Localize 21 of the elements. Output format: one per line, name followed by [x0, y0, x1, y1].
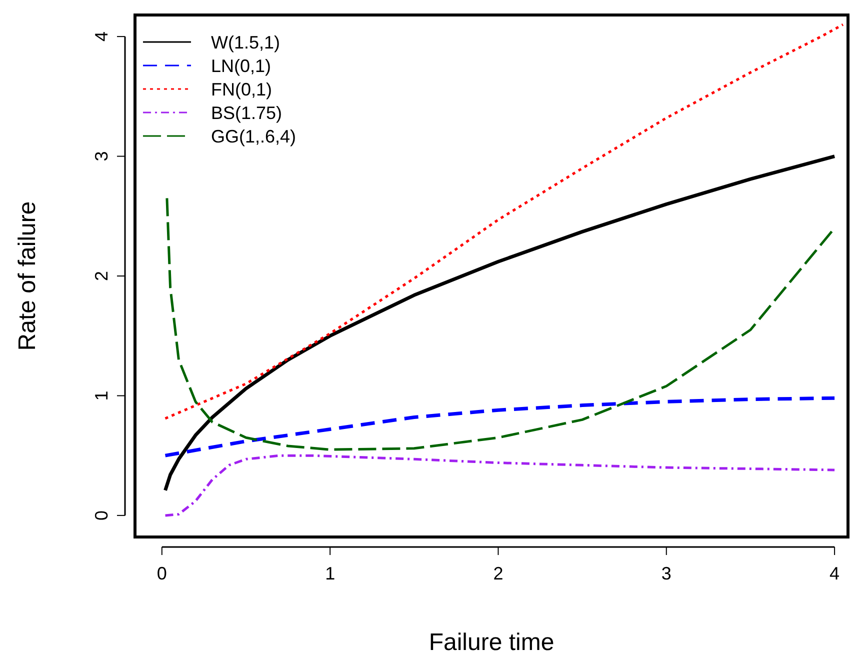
legend-label: LN(0,1) [211, 56, 272, 76]
line-series [164, 23, 844, 420]
line-series [164, 454, 836, 517]
legend-label: GG(1,.6,4) [211, 126, 296, 146]
y-axis-title: Rate of failure [14, 201, 41, 351]
legend-label: FN(0,1) [211, 79, 272, 100]
legend-label: W(1.5,1) [211, 32, 280, 52]
x-tick-label: 0 [156, 564, 167, 584]
x-tick-label: 1 [325, 564, 336, 584]
y-tick-label: 2 [91, 270, 112, 282]
x-tick-label: 4 [830, 564, 840, 584]
y-tick-label: 1 [91, 390, 112, 401]
x-axis-title: Failure time [428, 629, 554, 656]
x-tick-label: 2 [493, 564, 504, 584]
line-series [164, 154, 836, 492]
y-tick-label: 0 [91, 510, 112, 520]
x-tick-label: 3 [661, 564, 672, 584]
y-tick-label: 4 [91, 32, 112, 42]
legend-label: BS(1.75) [211, 102, 282, 123]
line-series [164, 396, 836, 458]
y-tick-label: 3 [91, 151, 112, 162]
